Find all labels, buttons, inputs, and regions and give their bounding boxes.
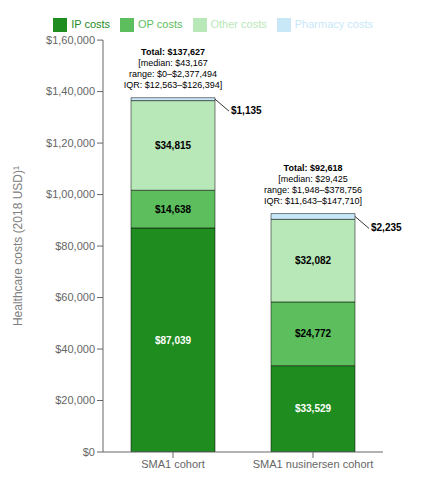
svg-text:$24,772: $24,772 [295, 328, 332, 339]
svg-text:$0: $0 [83, 446, 95, 458]
svg-text:SMA1 cohort: SMA1 cohort [141, 458, 205, 470]
svg-text:$32,082: $32,082 [295, 255, 332, 266]
svg-text:$1,135: $1,135 [231, 105, 262, 116]
svg-text:$80,000: $80,000 [55, 240, 95, 252]
svg-text:$1,60,000: $1,60,000 [46, 34, 95, 46]
svg-text:$60,000: $60,000 [55, 291, 95, 303]
html-text:Pharmacy costs: Pharmacy costs [294, 18, 373, 30]
svg-text:$87,039: $87,039 [155, 335, 192, 346]
svg-text:$1,40,000: $1,40,000 [46, 85, 95, 97]
svg-text:$1,20,000: $1,20,000 [46, 137, 95, 149]
svg-text:$2,235: $2,235 [371, 222, 402, 233]
html-text:Other costs: Other costs [210, 18, 267, 30]
svg-text:$14,638: $14,638 [155, 204, 192, 215]
svg-text:Healthcare costs (2018 USD)¹: Healthcare costs (2018 USD)¹ [11, 166, 25, 326]
svg-text:$1,00,000: $1,00,000 [46, 188, 95, 200]
svg-text:SMA1 nusinersen cohort: SMA1 nusinersen cohort [253, 458, 373, 470]
svg-text:$40,000: $40,000 [55, 343, 95, 355]
svg-text:$33,529: $33,529 [295, 403, 332, 414]
svg-text:Total: $92,618[median: $29,425: Total: $92,618[median: $29,425range: $1,… [264, 163, 362, 206]
html-text:IP costs: IP costs [71, 18, 111, 30]
html-text:OP costs: OP costs [138, 18, 183, 30]
svg-text:$20,000: $20,000 [55, 394, 95, 406]
svg-text:Total: $137,627[median: $43,16: Total: $137,627[median: $43,167range: $0… [124, 47, 223, 90]
svg-text:$34,815: $34,815 [155, 140, 192, 151]
